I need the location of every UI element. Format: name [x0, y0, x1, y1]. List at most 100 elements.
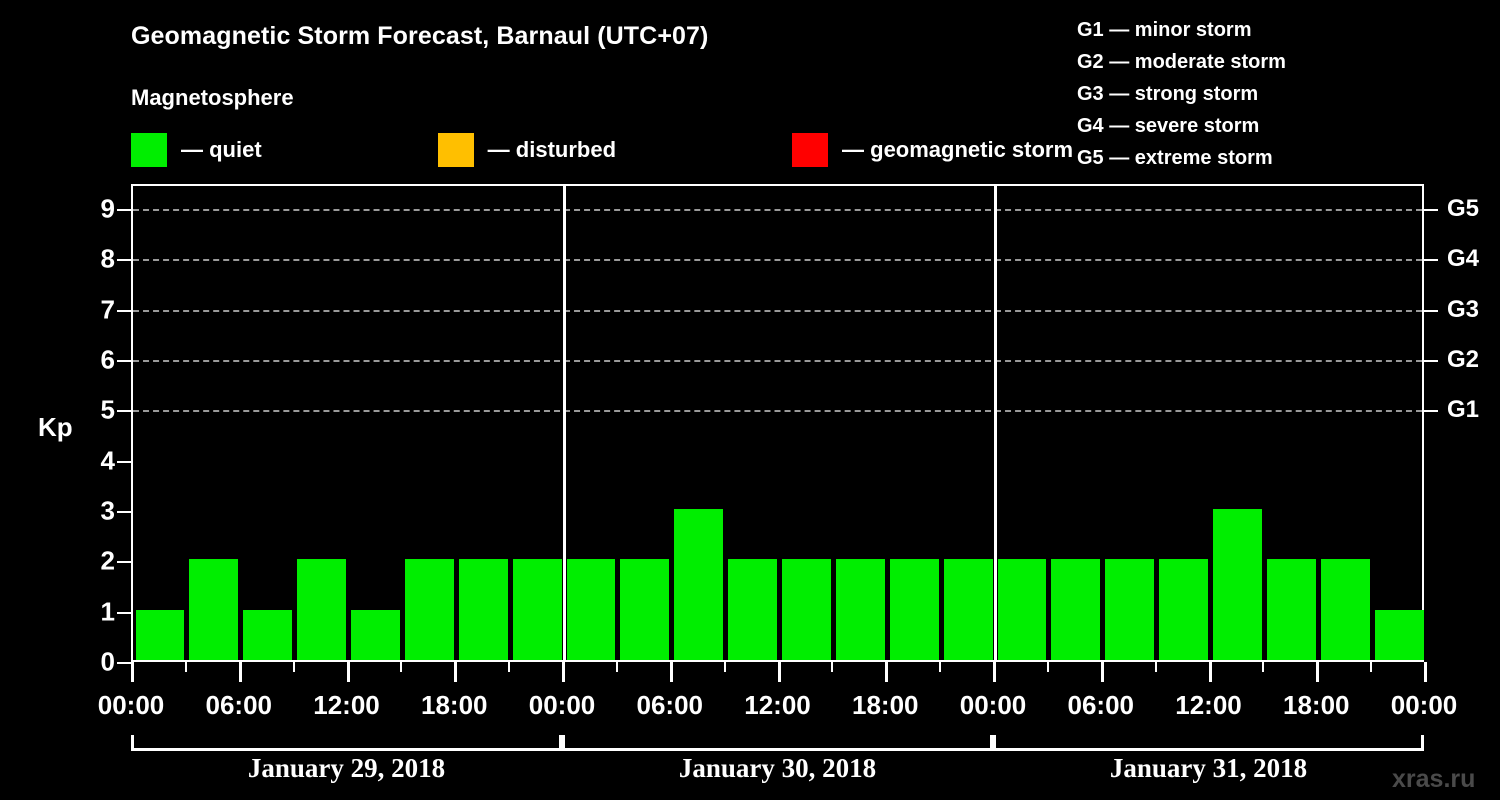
bar-kp — [1320, 559, 1370, 660]
bar-kp — [1159, 559, 1208, 660]
chart-subtitle: Magnetosphere — [131, 85, 294, 110]
x-tick-major-12 — [777, 662, 781, 682]
x-tick-major-10 — [669, 662, 673, 682]
g-legend-line-3: G3 — strong storm — [1077, 83, 1259, 105]
bar-kp — [351, 609, 400, 660]
y-tick-label-8: 8 — [100, 243, 115, 274]
x-tick-major-6 — [454, 662, 458, 682]
bar-kp — [728, 559, 777, 660]
activity-legend: — quiet — disturbed — geomagnetic storm — [131, 133, 1073, 167]
amber-square-icon — [437, 133, 474, 167]
x-tick-label-0: 00:00 — [97, 690, 165, 720]
x-tick-major-18 — [1100, 662, 1104, 682]
y-tick-label-0: 0 — [100, 646, 115, 677]
x-tick-label-3: 18:00 — [421, 690, 488, 720]
day-label-2: January 30, 2018 — [678, 753, 877, 783]
x-tick-label-11: 18:00 — [1283, 690, 1350, 720]
bar-kp — [1051, 559, 1101, 660]
y-tick-mark-2 — [117, 561, 131, 564]
day-bracket-2 — [562, 735, 993, 751]
bar-kp — [512, 559, 562, 660]
bar-kp — [404, 559, 454, 660]
y-tick-mark-8 — [117, 259, 131, 262]
g-legend-line-5: G5 — extreme storm — [1077, 147, 1273, 169]
x-tick-minor-3 — [292, 662, 295, 672]
g-legend-line-1: G1 — minor storm — [1077, 19, 1252, 41]
page-title: Geomagnetic Storm Forecast, Barnaul (UTC… — [131, 22, 709, 50]
bar-kp — [674, 509, 724, 660]
legend-entry-1: — disturbed — [437, 133, 617, 167]
y-tick-label-9: 9 — [100, 193, 115, 224]
watermark: xras.ru — [1392, 765, 1476, 793]
g-tick-label-G1: G1 — [1447, 396, 1480, 424]
y-tick-label-6: 6 — [100, 344, 115, 375]
g-tick-label-G2: G2 — [1447, 346, 1480, 374]
day-bracket-1 — [131, 735, 562, 751]
y-tick-mark-5 — [117, 410, 131, 413]
green-square-icon — [131, 133, 167, 167]
x-tick-minor-7 — [508, 662, 511, 672]
legend-entry-0: — quiet — [131, 133, 262, 167]
y-tick-label-1: 1 — [100, 596, 115, 627]
y-tick-mark-9 — [117, 209, 131, 212]
bar-kp — [782, 559, 831, 660]
bar-kp — [889, 559, 939, 660]
bar-kp — [189, 559, 239, 660]
red-square-icon — [792, 133, 829, 167]
x-tick-label-4: 00:00 — [528, 690, 596, 720]
y-tick-mark-4 — [117, 460, 131, 463]
x-tick-major-14 — [885, 662, 889, 682]
x-tick-major-8 — [562, 662, 565, 682]
bar-kp — [1213, 509, 1262, 660]
g-tick-label-G4: G4 — [1447, 245, 1480, 273]
x-tick-major-20 — [1208, 662, 1212, 682]
g-tick-mark-G4 — [1424, 259, 1438, 262]
g-tick-label-G3: G3 — [1447, 295, 1480, 323]
g-legend-line-4: G4 — severe storm — [1077, 115, 1260, 137]
plot-area — [131, 184, 1424, 662]
day-divider-1 — [562, 186, 566, 660]
x-tick-label-12: 00:00 — [1390, 690, 1458, 720]
y-tick-mark-1 — [117, 611, 131, 614]
bar-kp — [1374, 609, 1424, 660]
g-legend-line-2: G2 — moderate storm — [1077, 51, 1286, 73]
gridline-kp-6 — [133, 360, 1422, 363]
x-tick-minor-21 — [1262, 662, 1265, 672]
x-tick-label-7: 18:00 — [852, 690, 919, 720]
x-tick-label-1: 06:00 — [205, 690, 273, 720]
x-tick-major-0 — [131, 662, 134, 682]
bar-kp — [943, 559, 993, 660]
bar-series-kp — [133, 186, 1424, 660]
bar-kp — [297, 559, 346, 660]
y-axis-title: Kp — [38, 412, 73, 442]
x-tick-label-2: 12:00 — [313, 690, 380, 720]
g-tick-label-G5: G5 — [1447, 195, 1480, 223]
x-tick-minor-19 — [1154, 662, 1157, 672]
x-tick-label-8: 00:00 — [959, 690, 1027, 720]
bar-kp — [243, 609, 293, 660]
day-label-1: January 29, 2018 — [247, 753, 446, 783]
y-tick-mark-7 — [117, 309, 131, 312]
legend-label: — disturbed — [487, 137, 617, 162]
x-tick-major-24 — [1424, 662, 1427, 682]
y-tick-mark-6 — [117, 360, 131, 363]
bar-kp — [566, 559, 616, 660]
x-tick-major-2 — [238, 662, 242, 682]
y-tick-mark-3 — [117, 511, 131, 514]
y-tick-mark-0 — [117, 662, 131, 664]
g-tick-mark-G5 — [1424, 209, 1438, 212]
bar-kp — [135, 609, 185, 660]
x-tick-label-5: 06:00 — [636, 690, 704, 720]
bar-kp — [620, 559, 670, 660]
x-tick-minor-15 — [939, 662, 942, 672]
g-scale-legend: G1 — minor storm G2 — moderate storm G3 — … — [1077, 14, 1286, 174]
x-tick-minor-13 — [831, 662, 834, 672]
x-tick-minor-11 — [723, 662, 726, 672]
gridline-kp-5 — [133, 410, 1422, 413]
x-tick-label-6: 12:00 — [744, 690, 811, 720]
x-tick-label-10: 12:00 — [1175, 690, 1242, 720]
y-tick-label-3: 3 — [100, 495, 115, 526]
legend-label: — quiet — [181, 137, 262, 162]
gridline-kp-8 — [133, 259, 1422, 262]
legend-label: — geomagnetic storm — [842, 137, 1074, 162]
